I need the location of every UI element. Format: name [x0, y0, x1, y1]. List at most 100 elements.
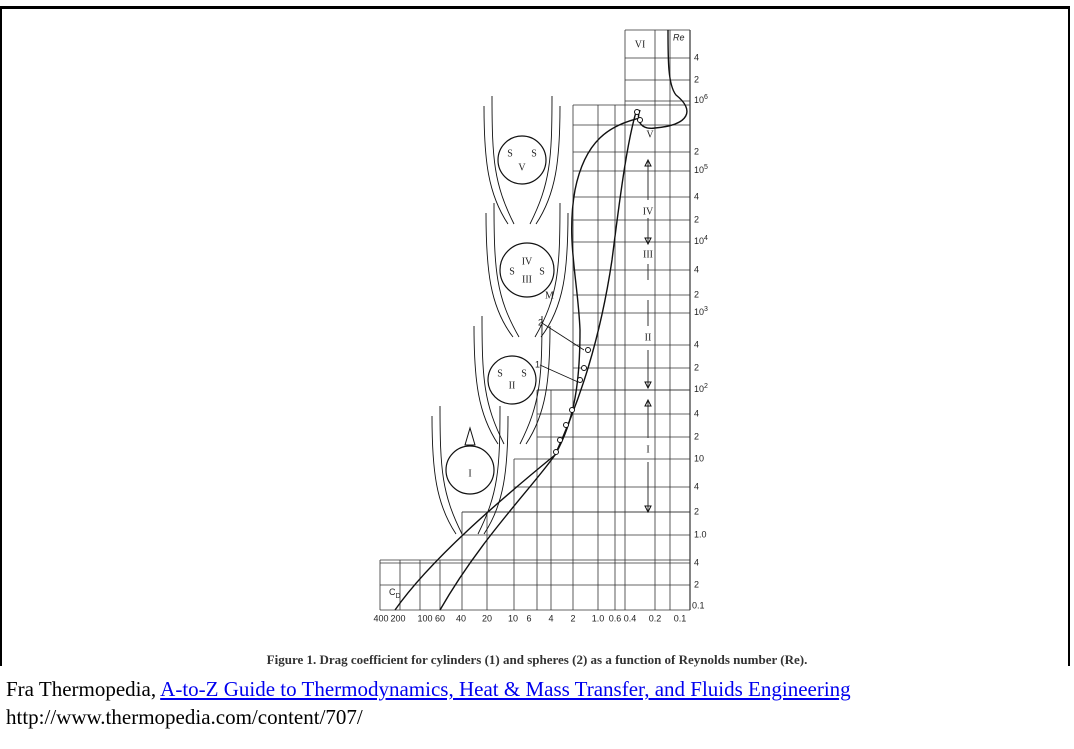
re-tick-label: 103 [694, 306, 708, 318]
sketch-label: S [497, 368, 503, 379]
cd-tick-label: 400 [373, 613, 388, 623]
re-tick-label-base: 10 [694, 95, 704, 105]
data-point [637, 117, 643, 123]
data-point [634, 109, 640, 115]
re-tick-label: 2 [694, 431, 699, 441]
re-tick-label-base: 10 [694, 384, 704, 394]
re-tick-label-base: 10 [694, 307, 704, 317]
source-link[interactable]: A-to-Z Guide to Thermodynamics, Heat & M… [160, 677, 851, 701]
cd-tick-label: 0.1 [674, 613, 687, 623]
streamline [519, 315, 543, 445]
corner-label: 0.1 [692, 600, 705, 610]
data-point [581, 365, 587, 371]
sketch-body [445, 445, 495, 495]
re-tick-label-base: 10 [694, 236, 704, 246]
cd-tick-label: 40 [456, 613, 466, 623]
re-tick-label: 4 [694, 264, 699, 274]
sketch-label: S [509, 266, 515, 277]
re-label: Re [673, 32, 685, 42]
re-tick-label: 4 [694, 481, 699, 491]
leader [539, 364, 579, 383]
streamline [540, 212, 569, 338]
source-prefix: Fra Thermopedia, [6, 677, 157, 701]
re-tick-label: 1.0 [694, 529, 707, 539]
cd-tick-label: 6 [526, 613, 531, 623]
data-point [553, 449, 559, 455]
re-tick-label: 10 [694, 453, 704, 463]
re-tick-label-base: 10 [694, 165, 704, 175]
re-tick-label: 2 [694, 74, 699, 84]
cd-tick-label: 100 [417, 613, 432, 623]
sketch-label: S [539, 266, 545, 277]
region-label: IV [643, 206, 654, 217]
re-tick-label: 4 [694, 408, 699, 418]
data-point [585, 347, 591, 353]
re-tick-label: 4 [694, 52, 699, 62]
streamline [431, 415, 457, 535]
sketch-body [487, 355, 537, 405]
streamline [493, 202, 520, 338]
re-tick-label: 104 [694, 235, 708, 247]
curve-re [637, 29, 688, 129]
cd-label: CD [389, 587, 401, 599]
re-tick-label: 2 [694, 579, 699, 589]
re-tick-label-exp: 6 [704, 94, 708, 101]
re-tick-label: 4 [694, 339, 699, 349]
streamline [491, 95, 515, 225]
cd-tick-label: 2 [570, 613, 575, 623]
cd-tick-label: 4 [548, 613, 553, 623]
re-tick-label-exp: 5 [704, 164, 708, 171]
curve-label: 2 [538, 317, 543, 327]
streamline [525, 325, 551, 445]
region-label: II [645, 332, 652, 343]
arrow-head [644, 381, 652, 390]
cd-tick-label: 20 [482, 613, 492, 623]
arrow-head [644, 398, 652, 407]
cd-label-sub: D [396, 593, 401, 600]
cd-tick-label: 0.2 [649, 613, 662, 623]
re-tick-label: 4 [694, 557, 699, 567]
frame [0, 6, 1070, 666]
curve-label: 1 [535, 359, 540, 369]
source: Fra Thermopedia, A-to-Z Guide to Thermod… [6, 675, 1066, 731]
re-tick-label: 2 [694, 362, 699, 372]
arrow-head [644, 505, 652, 514]
cd-tick-label: 200 [390, 613, 405, 623]
sketch-label: V [518, 162, 526, 173]
region-label: V [646, 129, 654, 140]
cd-tick-label: 1.0 [592, 613, 605, 623]
re-tick-label: 2 [694, 146, 699, 156]
streamline [439, 405, 463, 535]
arrow-head [644, 237, 652, 246]
re-tick-label: 105 [694, 164, 708, 176]
re-tick-label: 2 [694, 289, 699, 299]
cd-tick-label: 0.6 [609, 613, 622, 623]
caption: Figure 1. Drag coefficient for cylinders… [266, 652, 808, 667]
re-tick-label: 102 [694, 383, 708, 395]
data-point [563, 422, 569, 428]
curve-sphere [439, 111, 637, 611]
data-point [569, 407, 575, 413]
sketch-label: S [507, 148, 513, 159]
data-point [557, 437, 563, 443]
re-tick-label: 106 [694, 94, 708, 106]
re-tick-label: 2 [694, 214, 699, 224]
sketch-label: I [468, 468, 471, 479]
sketch-label: II [509, 380, 516, 391]
streamline [483, 105, 509, 225]
region-label: III [643, 249, 653, 260]
cd-tick-label: 60 [435, 613, 445, 623]
streamline [483, 415, 509, 535]
region-label: VI [635, 39, 646, 50]
streamline [473, 325, 499, 445]
sketch-label: M [545, 290, 554, 301]
re-tick-label-exp: 3 [704, 306, 708, 313]
streamline [535, 105, 561, 225]
streamline [481, 315, 505, 445]
streamline [485, 212, 514, 338]
sketch-label: S [531, 148, 537, 159]
curve-cylinder [394, 117, 641, 611]
re-tick-label-exp: 4 [704, 235, 708, 242]
